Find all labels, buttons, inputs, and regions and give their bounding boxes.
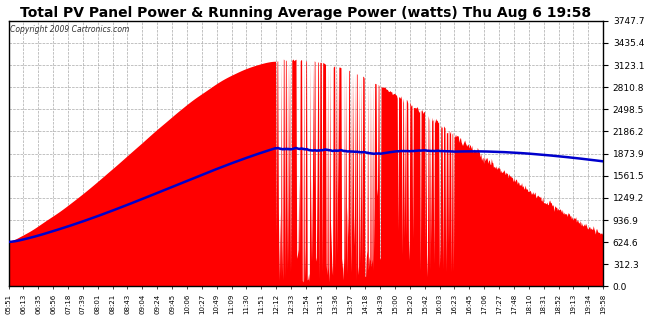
Text: Copyright 2009 Cartronics.com: Copyright 2009 Cartronics.com [10, 25, 129, 34]
Title: Total PV Panel Power & Running Average Power (watts) Thu Aug 6 19:58: Total PV Panel Power & Running Average P… [20, 5, 592, 20]
